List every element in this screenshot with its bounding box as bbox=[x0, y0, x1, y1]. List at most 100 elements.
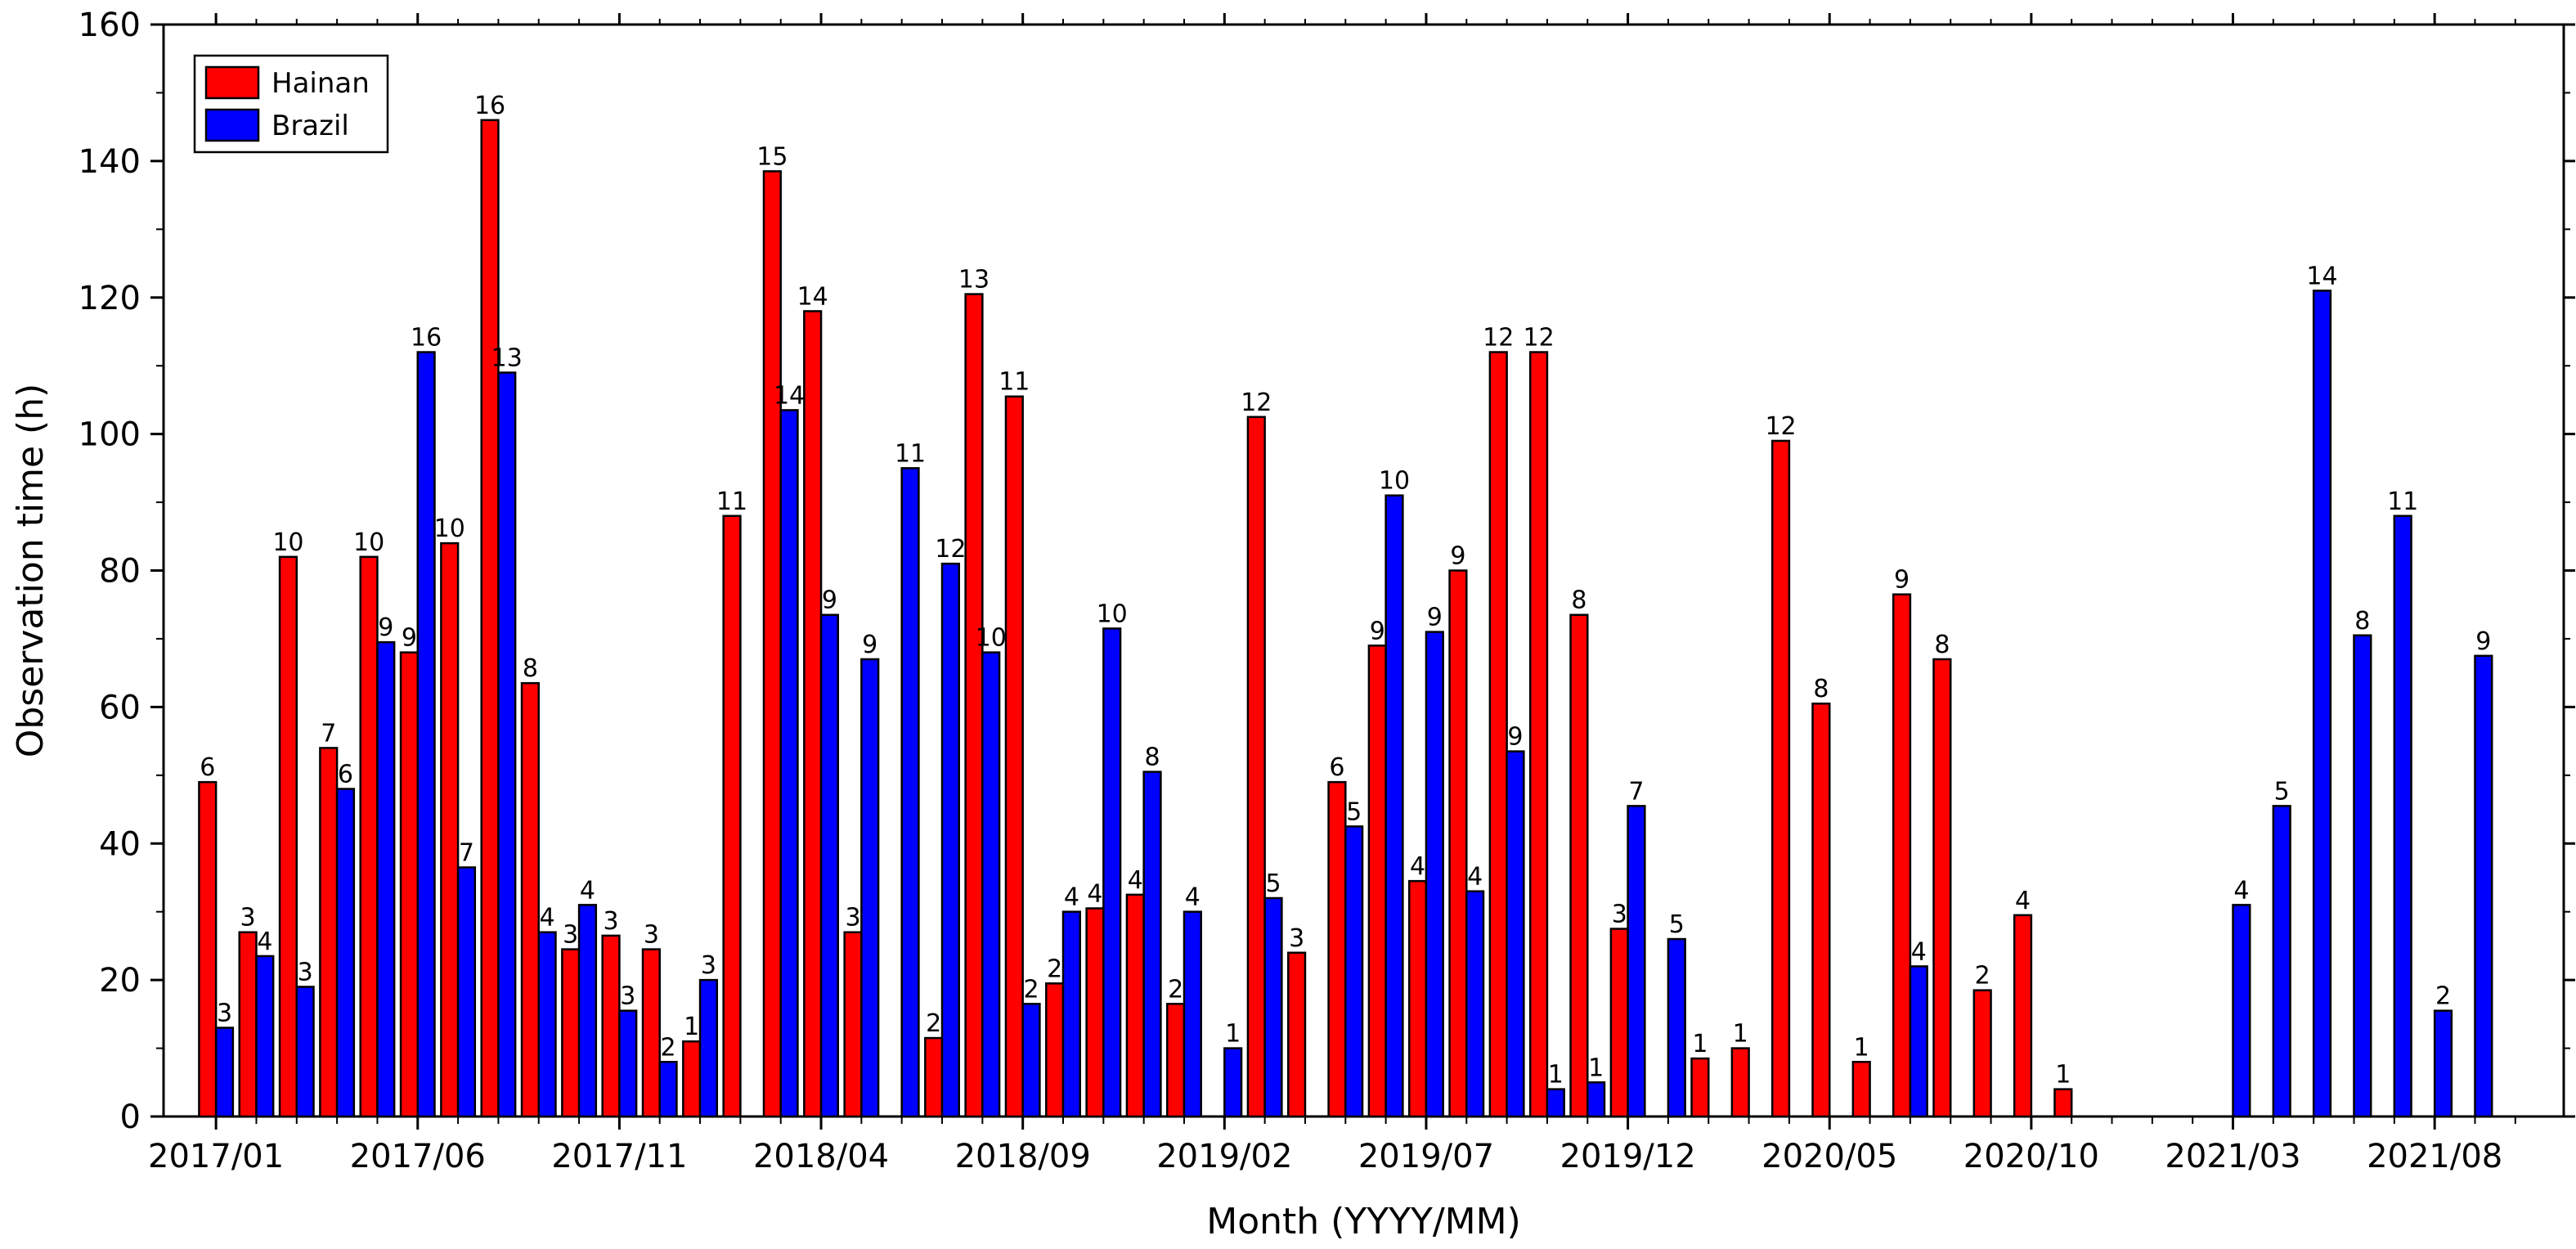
bar-hainan bbox=[1972, 989, 1992, 1118]
bar-label-hainan: 6 bbox=[200, 753, 215, 782]
bar-brazil bbox=[1263, 896, 1283, 1118]
bar-hainan bbox=[1367, 645, 1387, 1118]
bar-label-brazil: 4 bbox=[540, 904, 555, 932]
bar-label-brazil: 14 bbox=[774, 381, 805, 410]
bar-label-hainan: 1 bbox=[2055, 1061, 2071, 1090]
bar-brazil bbox=[1627, 805, 1646, 1118]
bar-label-hainan: 1 bbox=[1733, 1020, 1748, 1049]
bar-label-hainan: 9 bbox=[1450, 542, 1465, 571]
bar-hainan bbox=[1932, 658, 1952, 1118]
bar-brazil bbox=[2474, 654, 2493, 1118]
x-tick-label: 2021/08 bbox=[2367, 1138, 2502, 1175]
bar-hainan bbox=[1004, 395, 1024, 1118]
bar-label-hainan: 3 bbox=[563, 921, 578, 950]
bar-hainan bbox=[238, 931, 258, 1118]
bar-label-hainan: 8 bbox=[523, 654, 538, 683]
bar-label-hainan: 10 bbox=[272, 528, 303, 557]
x-tick-label: 2017/11 bbox=[551, 1138, 687, 1175]
legend: Hainan Brazil bbox=[193, 54, 389, 154]
bar-label-hainan: 12 bbox=[1765, 412, 1796, 441]
bar-hainan bbox=[1528, 351, 1549, 1118]
bar-label-hainan: 3 bbox=[240, 904, 256, 932]
bar-label-brazil: 13 bbox=[491, 344, 523, 373]
x-tick-label: 2019/07 bbox=[1358, 1138, 1494, 1175]
bar-label-hainan: 8 bbox=[1571, 586, 1586, 615]
bar-brazil bbox=[295, 986, 315, 1118]
bar-label-hainan: 3 bbox=[1289, 924, 1304, 953]
bar-label-brazil: 4 bbox=[2233, 876, 2249, 905]
y-tick-label: 100 bbox=[79, 416, 141, 454]
bar-hainan bbox=[1327, 780, 1347, 1118]
x-tick-label: 2020/05 bbox=[1761, 1138, 1897, 1175]
bars-layer bbox=[198, 119, 2493, 1118]
x-tick-label: 2019/02 bbox=[1156, 1138, 1292, 1175]
x-axis-title: Month (YYYY/MM) bbox=[1206, 1201, 1520, 1242]
bar-brazil bbox=[1667, 937, 1686, 1118]
bar-hainan bbox=[1407, 879, 1428, 1118]
bar-brazil bbox=[1223, 1047, 1243, 1118]
bar-brazil bbox=[1425, 631, 1444, 1118]
bar-brazil bbox=[819, 613, 840, 1118]
y-tick-label: 120 bbox=[79, 280, 141, 317]
bar-hainan bbox=[561, 948, 581, 1118]
bar-brazil bbox=[940, 562, 960, 1118]
bar-hainan bbox=[1125, 893, 1145, 1118]
bar-label-brazil: 4 bbox=[257, 928, 272, 956]
legend-label-brazil: Brazil bbox=[272, 110, 349, 142]
bar-hainan bbox=[924, 1036, 944, 1118]
bar-label-brazil: 1 bbox=[1225, 1020, 1241, 1049]
bar-hainan bbox=[1246, 416, 1266, 1118]
bar-label-hainan: 2 bbox=[1168, 975, 1183, 1004]
bar-brazil bbox=[2312, 290, 2332, 1118]
bar-brazil bbox=[2393, 514, 2412, 1118]
bar-label-brazil: 4 bbox=[1911, 937, 1927, 966]
bar-label-brazil: 9 bbox=[2475, 627, 2491, 656]
bar-label-brazil: 12 bbox=[935, 535, 966, 564]
bar-brazil bbox=[860, 658, 880, 1118]
bar-label-brazil: 11 bbox=[895, 439, 926, 468]
y-tick-label: 20 bbox=[99, 962, 141, 1000]
bar-label-brazil: 11 bbox=[2387, 487, 2418, 516]
bar-label-brazil: 10 bbox=[1097, 600, 1128, 628]
bar-hainan bbox=[1045, 982, 1065, 1118]
legend-swatch-hainan bbox=[204, 65, 260, 100]
bar-label-hainan: 4 bbox=[1128, 866, 1143, 895]
bar-label-brazil: 14 bbox=[2306, 262, 2337, 290]
bar-label-hainan: 9 bbox=[402, 624, 417, 653]
bar-hainan bbox=[722, 514, 742, 1118]
bar-brazil bbox=[537, 931, 557, 1118]
x-tick-label: 2017/06 bbox=[350, 1138, 486, 1175]
bar-hainan bbox=[1448, 569, 1468, 1118]
bar-hainan bbox=[198, 780, 218, 1118]
bar-hainan bbox=[641, 948, 661, 1118]
bar-label-brazil: 9 bbox=[378, 613, 393, 642]
bar-hainan bbox=[319, 747, 339, 1118]
bar-label-brazil: 4 bbox=[1185, 883, 1200, 912]
bar-label-brazil: 9 bbox=[1507, 723, 1523, 752]
bar-label-hainan: 3 bbox=[603, 907, 618, 936]
bar-label-hainan: 12 bbox=[1523, 324, 1554, 353]
bar-brazil bbox=[456, 866, 477, 1118]
bar-label-brazil: 8 bbox=[1144, 744, 1160, 772]
bar-brazil bbox=[2433, 1009, 2453, 1118]
bar-hainan bbox=[1085, 907, 1105, 1118]
bar-label-brazil: 8 bbox=[2354, 607, 2370, 636]
bar-label-brazil: 5 bbox=[1265, 869, 1281, 898]
bar-brazil bbox=[1344, 825, 1364, 1118]
legend-swatch-brazil bbox=[204, 108, 260, 142]
bar-hainan bbox=[399, 651, 420, 1118]
bar-label-hainan: 1 bbox=[1692, 1030, 1708, 1058]
bar-hainan bbox=[2013, 914, 2033, 1118]
bar-label-brazil: 2 bbox=[661, 1033, 676, 1062]
x-tick-label: 2017/01 bbox=[148, 1138, 284, 1175]
bar-hainan bbox=[2053, 1088, 2073, 1118]
bar-hainan bbox=[1287, 951, 1307, 1118]
bar-label-brazil: 9 bbox=[822, 586, 837, 615]
bar-brazil bbox=[658, 1061, 678, 1118]
bar-label-hainan: 10 bbox=[434, 514, 465, 543]
bar-brazil bbox=[981, 651, 1001, 1118]
y-axis-title: Observation time (h) bbox=[10, 384, 52, 758]
bar-label-hainan: 2 bbox=[926, 1009, 941, 1038]
